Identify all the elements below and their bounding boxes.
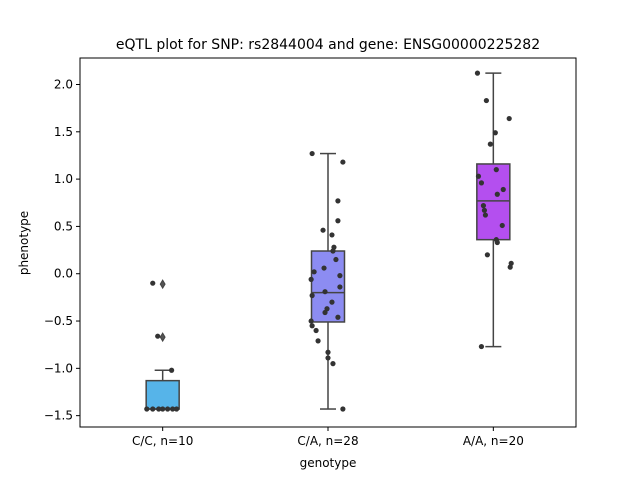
y-tick-label: −1.5 (44, 409, 73, 423)
y-tick-label: −1.0 (44, 361, 73, 375)
data-point (322, 309, 328, 316)
y-tick-label: 0.0 (54, 267, 73, 281)
data-point (506, 115, 512, 122)
data-point (315, 338, 321, 344)
y-tick-label: 0.5 (54, 219, 73, 233)
data-point (480, 203, 487, 209)
data-point (494, 239, 500, 246)
data-point (168, 367, 175, 373)
data-point (313, 327, 319, 334)
data-point (335, 198, 341, 204)
data-point (309, 150, 315, 157)
data-point (333, 256, 339, 263)
data-point (308, 276, 314, 282)
data-point (330, 248, 336, 254)
data-point (160, 406, 166, 412)
data-point (169, 406, 176, 412)
data-point (481, 207, 488, 213)
data-point (155, 333, 161, 339)
data-point (329, 232, 335, 238)
data-point (329, 299, 335, 305)
data-point (325, 355, 331, 361)
box-group (474, 70, 514, 350)
iqr-box (145, 379, 180, 410)
data-point (156, 406, 162, 412)
data-point (507, 264, 513, 270)
data-point (499, 222, 505, 229)
data-point (165, 406, 171, 412)
data-point (478, 180, 485, 186)
data-point (500, 186, 506, 193)
data-point (309, 323, 315, 329)
data-point (474, 70, 481, 76)
data-point (325, 349, 331, 355)
x-axis: C/C, n=10 C/A, n=28 A/A, n=20 (132, 427, 524, 448)
x-tick-label: C/C, n=10 (132, 434, 193, 448)
data-point (337, 273, 343, 279)
data-point (340, 159, 346, 165)
chart-title: eQTL plot for SNP: rs2844004 and gene: E… (116, 37, 540, 53)
data-point (340, 406, 346, 412)
data-point (482, 212, 488, 218)
data-point (484, 252, 490, 258)
data-point (335, 218, 341, 224)
y-axis-label: phenotype (17, 211, 31, 275)
iqr-box (476, 163, 511, 241)
data-point (492, 130, 498, 136)
data-point (144, 406, 150, 412)
y-tick-label: 1.5 (54, 125, 73, 139)
data-point (150, 280, 156, 286)
data-point (494, 191, 500, 197)
y-axis: −1.5 −1.0 −0.5 0.0 0.5 1.0 1.5 2.0 (44, 77, 80, 423)
data-point (320, 227, 326, 233)
data-point (311, 269, 317, 275)
x-axis-label: genotype (300, 456, 357, 470)
y-tick-label: −0.5 (44, 314, 73, 328)
data-point (322, 289, 328, 295)
data-point (487, 141, 493, 147)
data-point (308, 318, 314, 324)
box-group (144, 279, 180, 412)
data-point (483, 97, 489, 104)
data-point (173, 406, 180, 412)
box-group (308, 150, 346, 412)
outlier-marker (159, 279, 166, 290)
y-tick-label: 1.0 (54, 172, 73, 186)
x-tick-label: C/A, n=28 (297, 434, 358, 448)
data-point (475, 173, 482, 179)
data-point (330, 361, 336, 367)
data-point (478, 343, 485, 350)
y-tick-label: 2.0 (54, 77, 73, 91)
data-point (309, 292, 315, 299)
outlier-marker (159, 332, 166, 343)
data-point (150, 406, 156, 412)
x-tick-label: A/A, n=20 (463, 434, 524, 448)
data-point (337, 284, 343, 290)
data-point (493, 167, 499, 173)
data-point (335, 314, 341, 320)
data-point (321, 265, 327, 271)
